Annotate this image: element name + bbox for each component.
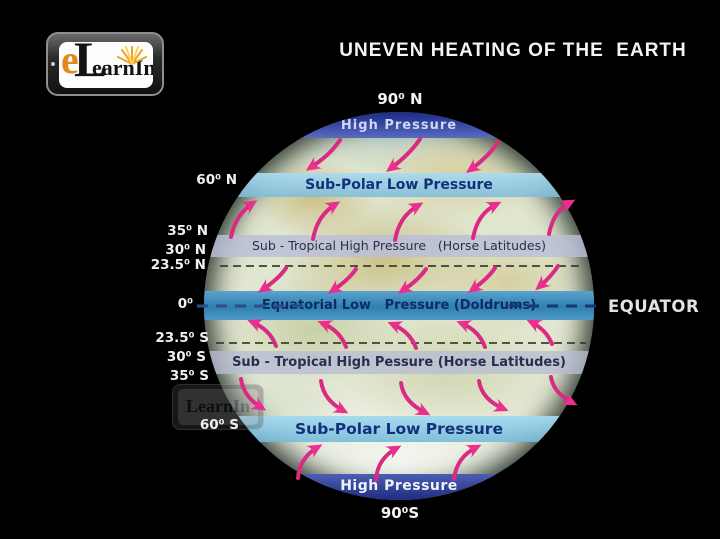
wind-arrows-westerlies-south xyxy=(239,375,578,416)
latitude-label-30s: 30⁰ S xyxy=(166,349,206,365)
page-title: UNEVEN HEATING OF THE EARTH xyxy=(339,40,687,61)
logo-l-glyph: L xyxy=(74,42,108,87)
wind-arrows-ne-trades xyxy=(257,264,560,294)
logo-e-glyph: e xyxy=(61,42,79,82)
learnin-logo: e L earnIn xyxy=(46,32,164,96)
camera-dot-icon xyxy=(51,62,55,66)
band-polar-high-south: High Pressure xyxy=(204,474,594,500)
latitude-label-60s: 60⁰ S xyxy=(199,417,239,433)
band-label-subpolar-low-north: Sub-Polar Low Pressure xyxy=(305,177,493,193)
wind-arrows-polar-south xyxy=(296,444,482,482)
watermark-text: LearnIn xyxy=(178,389,258,425)
latitude-label-30n: 30⁰ N xyxy=(165,242,206,258)
latitude-label-60n: 60⁰ N xyxy=(196,172,237,188)
band-label-subtropical-high-north: Sub - Tropical High Pressure (Horse Lati… xyxy=(251,238,547,253)
band-label-subpolar-low-south: Sub-Polar Low Pressure xyxy=(295,420,503,438)
sunburst-icon xyxy=(117,46,147,65)
latitude-label-23-5s: 23.5⁰ S xyxy=(155,330,209,346)
latitude-label-35s: 35⁰ S xyxy=(169,368,209,384)
equator-label: EQUATOR xyxy=(608,297,700,316)
watermark-frame xyxy=(172,384,264,430)
watermark-logo: LearnIn xyxy=(172,384,264,430)
latitude-label-23-5n: 23.5⁰ N xyxy=(150,257,206,273)
latitude-label-35n: 35⁰ N xyxy=(167,223,208,239)
wind-arrows-westerlies-north xyxy=(229,199,576,242)
logo-screen: e L earnIn xyxy=(59,42,153,88)
band-label-polar-high-north: High Pressure xyxy=(340,118,458,133)
wind-arrows-se-trades xyxy=(247,319,554,350)
latitude-label-90n: 90⁰ N xyxy=(377,90,423,108)
band-subpolar-low-south: Sub-Polar Low Pressure xyxy=(204,416,594,442)
band-label-subtropical-high-south: Sub - Tropical High Pessure (Horse Latit… xyxy=(232,355,566,370)
band-subpolar-low-north: Sub-Polar Low Pressure xyxy=(204,173,594,197)
band-polar-high-north: High Pressure xyxy=(204,112,594,138)
band-subtropical-high-north: Sub - Tropical High Pressure (Horse Lati… xyxy=(204,235,594,257)
wind-arrows-polar-north xyxy=(305,137,500,173)
band-subtropical-high-south: Sub - Tropical High Pessure (Horse Latit… xyxy=(204,351,594,374)
band-label-polar-high-south: High Pressure xyxy=(340,478,458,494)
latitude-label-0: 0⁰ xyxy=(177,296,193,312)
latitude-label-90s: 90⁰S xyxy=(380,504,420,522)
